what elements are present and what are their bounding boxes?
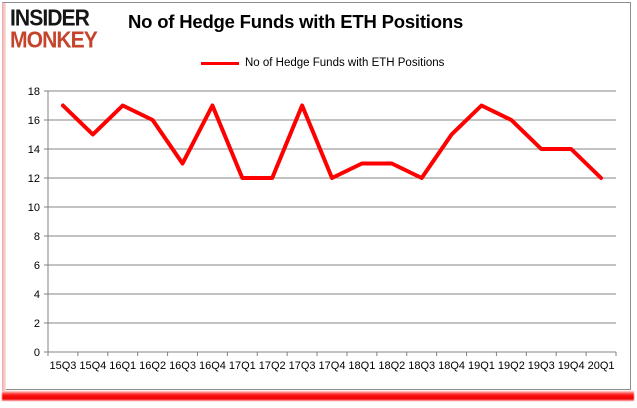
insider-monkey-logo: INSIDER MONKEY bbox=[10, 4, 98, 53]
x-axis-tick-label: 17Q2 bbox=[259, 360, 286, 372]
x-axis-tick-label: 16Q4 bbox=[199, 360, 226, 372]
chart-card bbox=[2, 2, 631, 390]
y-axis-tick-label: 6 bbox=[34, 260, 40, 272]
x-axis-tick-label: 18Q4 bbox=[438, 360, 465, 372]
x-axis-tick-label: 15Q3 bbox=[49, 360, 76, 372]
x-axis-tick-label: 19Q3 bbox=[528, 360, 555, 372]
bottom-red-glow-border bbox=[2, 391, 634, 401]
x-axis-tick-label: 19Q1 bbox=[468, 360, 495, 372]
x-axis-tick-label: 16Q2 bbox=[139, 360, 166, 372]
logo-insider-text: INSIDER bbox=[10, 4, 90, 31]
x-axis-tick-label: 19Q2 bbox=[498, 360, 525, 372]
y-axis-tick-label: 12 bbox=[28, 173, 40, 185]
x-axis-tick-label: 17Q1 bbox=[229, 360, 256, 372]
x-axis-tick-label: 15Q4 bbox=[79, 360, 106, 372]
y-axis-tick-label: 8 bbox=[34, 231, 40, 243]
legend-label: No of Hedge Funds with ETH Positions bbox=[245, 57, 445, 69]
y-axis-tick-label: 18 bbox=[28, 86, 40, 98]
x-axis-tick-label: 20Q1 bbox=[588, 360, 615, 372]
eth-positions-line bbox=[60, 103, 604, 180]
logo-monkey-text: MONKEY bbox=[10, 26, 98, 53]
x-axis-tick-label: 18Q1 bbox=[348, 360, 375, 372]
x-axis-tick-label: 16Q3 bbox=[169, 360, 196, 372]
y-axis-tick-label: 14 bbox=[28, 144, 40, 156]
x-axis-tick-label: 18Q3 bbox=[408, 360, 435, 372]
x-axis-tick-label: 16Q1 bbox=[109, 360, 136, 372]
legend: No of Hedge Funds with ETH Positions bbox=[201, 56, 444, 70]
x-axis-tick-label: 17Q4 bbox=[319, 360, 346, 372]
y-axis-tick-label: 16 bbox=[28, 115, 40, 127]
y-axis-tick-label: 2 bbox=[34, 318, 40, 330]
chart-title: No of Hedge Funds with ETH Positions bbox=[128, 11, 464, 32]
x-axis-tick-label: 18Q2 bbox=[378, 360, 405, 372]
legend-line-swatch bbox=[201, 61, 239, 65]
y-axis-tick-label: 0 bbox=[34, 347, 40, 359]
y-axis-tick-label: 10 bbox=[28, 202, 40, 214]
x-axis-tick-label: 19Q4 bbox=[558, 360, 585, 372]
left-red-glow-border bbox=[2, 3, 6, 391]
x-axis-tick-label: 17Q3 bbox=[289, 360, 316, 372]
y-axis-tick-label: 4 bbox=[34, 289, 40, 301]
